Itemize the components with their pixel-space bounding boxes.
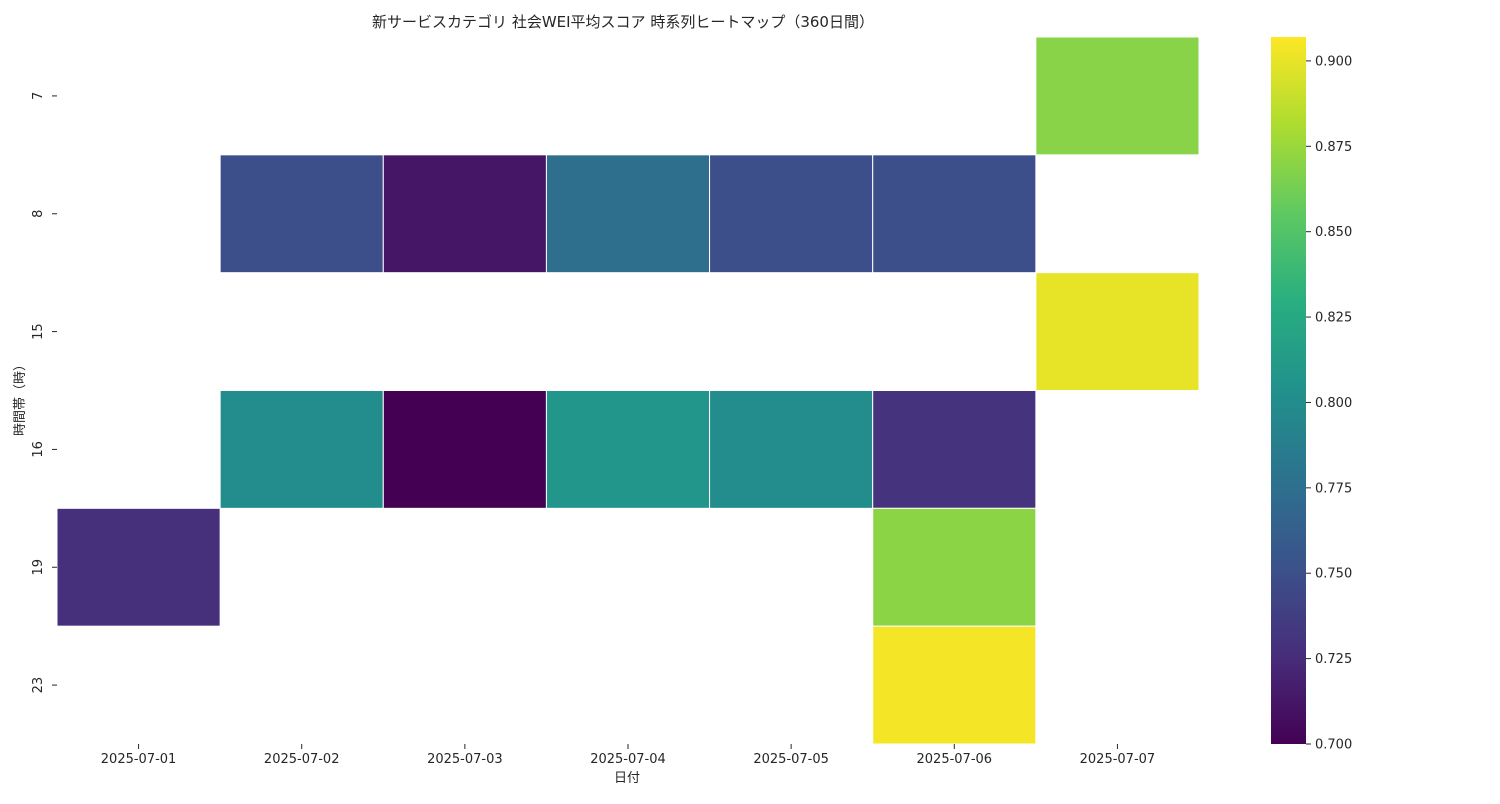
y-tick-label: 7 bbox=[31, 92, 46, 100]
x-tick-label: 2025-07-05 bbox=[753, 752, 829, 767]
heatmap-cell bbox=[56, 507, 221, 627]
x-axis-ticks: 2025-07-01 2025-07-02 2025-07-03 2025-07-04… bbox=[101, 744, 1155, 767]
y-tick-label: 23 bbox=[31, 677, 46, 694]
heatmap-cell bbox=[872, 507, 1037, 627]
x-axis-label: 日付 bbox=[614, 771, 640, 786]
colorbar-tick-label: 0.875 bbox=[1315, 140, 1352, 155]
heatmap-cell bbox=[709, 390, 874, 509]
y-tick-label: 16 bbox=[31, 441, 46, 458]
heatmap-cell bbox=[219, 154, 384, 274]
heatmap-cell bbox=[382, 154, 547, 274]
heatmap-cell bbox=[872, 154, 1037, 274]
x-tick-label: 2025-07-01 bbox=[101, 752, 177, 767]
heatmap-cell bbox=[1035, 272, 1200, 391]
colorbar-tick-label: 0.825 bbox=[1315, 311, 1352, 326]
y-axis-label: 時間帯（時） bbox=[13, 358, 28, 436]
heatmap-cell bbox=[872, 390, 1037, 509]
x-tick-label: 2025-07-03 bbox=[427, 752, 503, 767]
y-tick-label: 8 bbox=[31, 210, 46, 218]
heatmap-cell bbox=[545, 390, 711, 509]
colorbar-ticks: 0.700 0.725 0.750 0.775 0.800 0.825 0.850 0.875… bbox=[1306, 54, 1352, 753]
colorbar-tick-label: 0.800 bbox=[1315, 396, 1352, 411]
chart-title: 新サービスカテゴリ 社会WEI平均スコア 時系列ヒートマップ（360日間） bbox=[372, 13, 874, 31]
colorbar-tick-label: 0.775 bbox=[1315, 481, 1352, 496]
heatmap-cell bbox=[382, 390, 547, 509]
y-tick-label: 15 bbox=[31, 323, 46, 340]
colorbar-tick-label: 0.700 bbox=[1315, 738, 1352, 753]
colorbar-tick-label: 0.725 bbox=[1315, 652, 1352, 667]
x-tick-label: 2025-07-06 bbox=[917, 752, 993, 767]
heatmap-cell bbox=[872, 625, 1037, 745]
x-tick-label: 2025-07-04 bbox=[590, 752, 666, 767]
y-tick-label: 19 bbox=[31, 559, 46, 576]
y-axis-ticks: 7 8 15 16 19 23 bbox=[31, 92, 57, 694]
x-tick-label: 2025-07-07 bbox=[1080, 752, 1156, 767]
heatmap-cell bbox=[219, 390, 384, 509]
colorbar-tick-label: 0.750 bbox=[1315, 567, 1352, 582]
heatmap-cell bbox=[1035, 36, 1200, 156]
colorbar-tick-label: 0.850 bbox=[1315, 225, 1352, 240]
colorbar-tick-label: 0.900 bbox=[1315, 54, 1352, 69]
colorbar bbox=[1271, 37, 1306, 744]
heatmap-cell bbox=[709, 154, 874, 274]
heatmap-cell bbox=[545, 154, 711, 274]
heatmap-cells bbox=[56, 36, 1200, 745]
x-tick-label: 2025-07-02 bbox=[264, 752, 340, 767]
